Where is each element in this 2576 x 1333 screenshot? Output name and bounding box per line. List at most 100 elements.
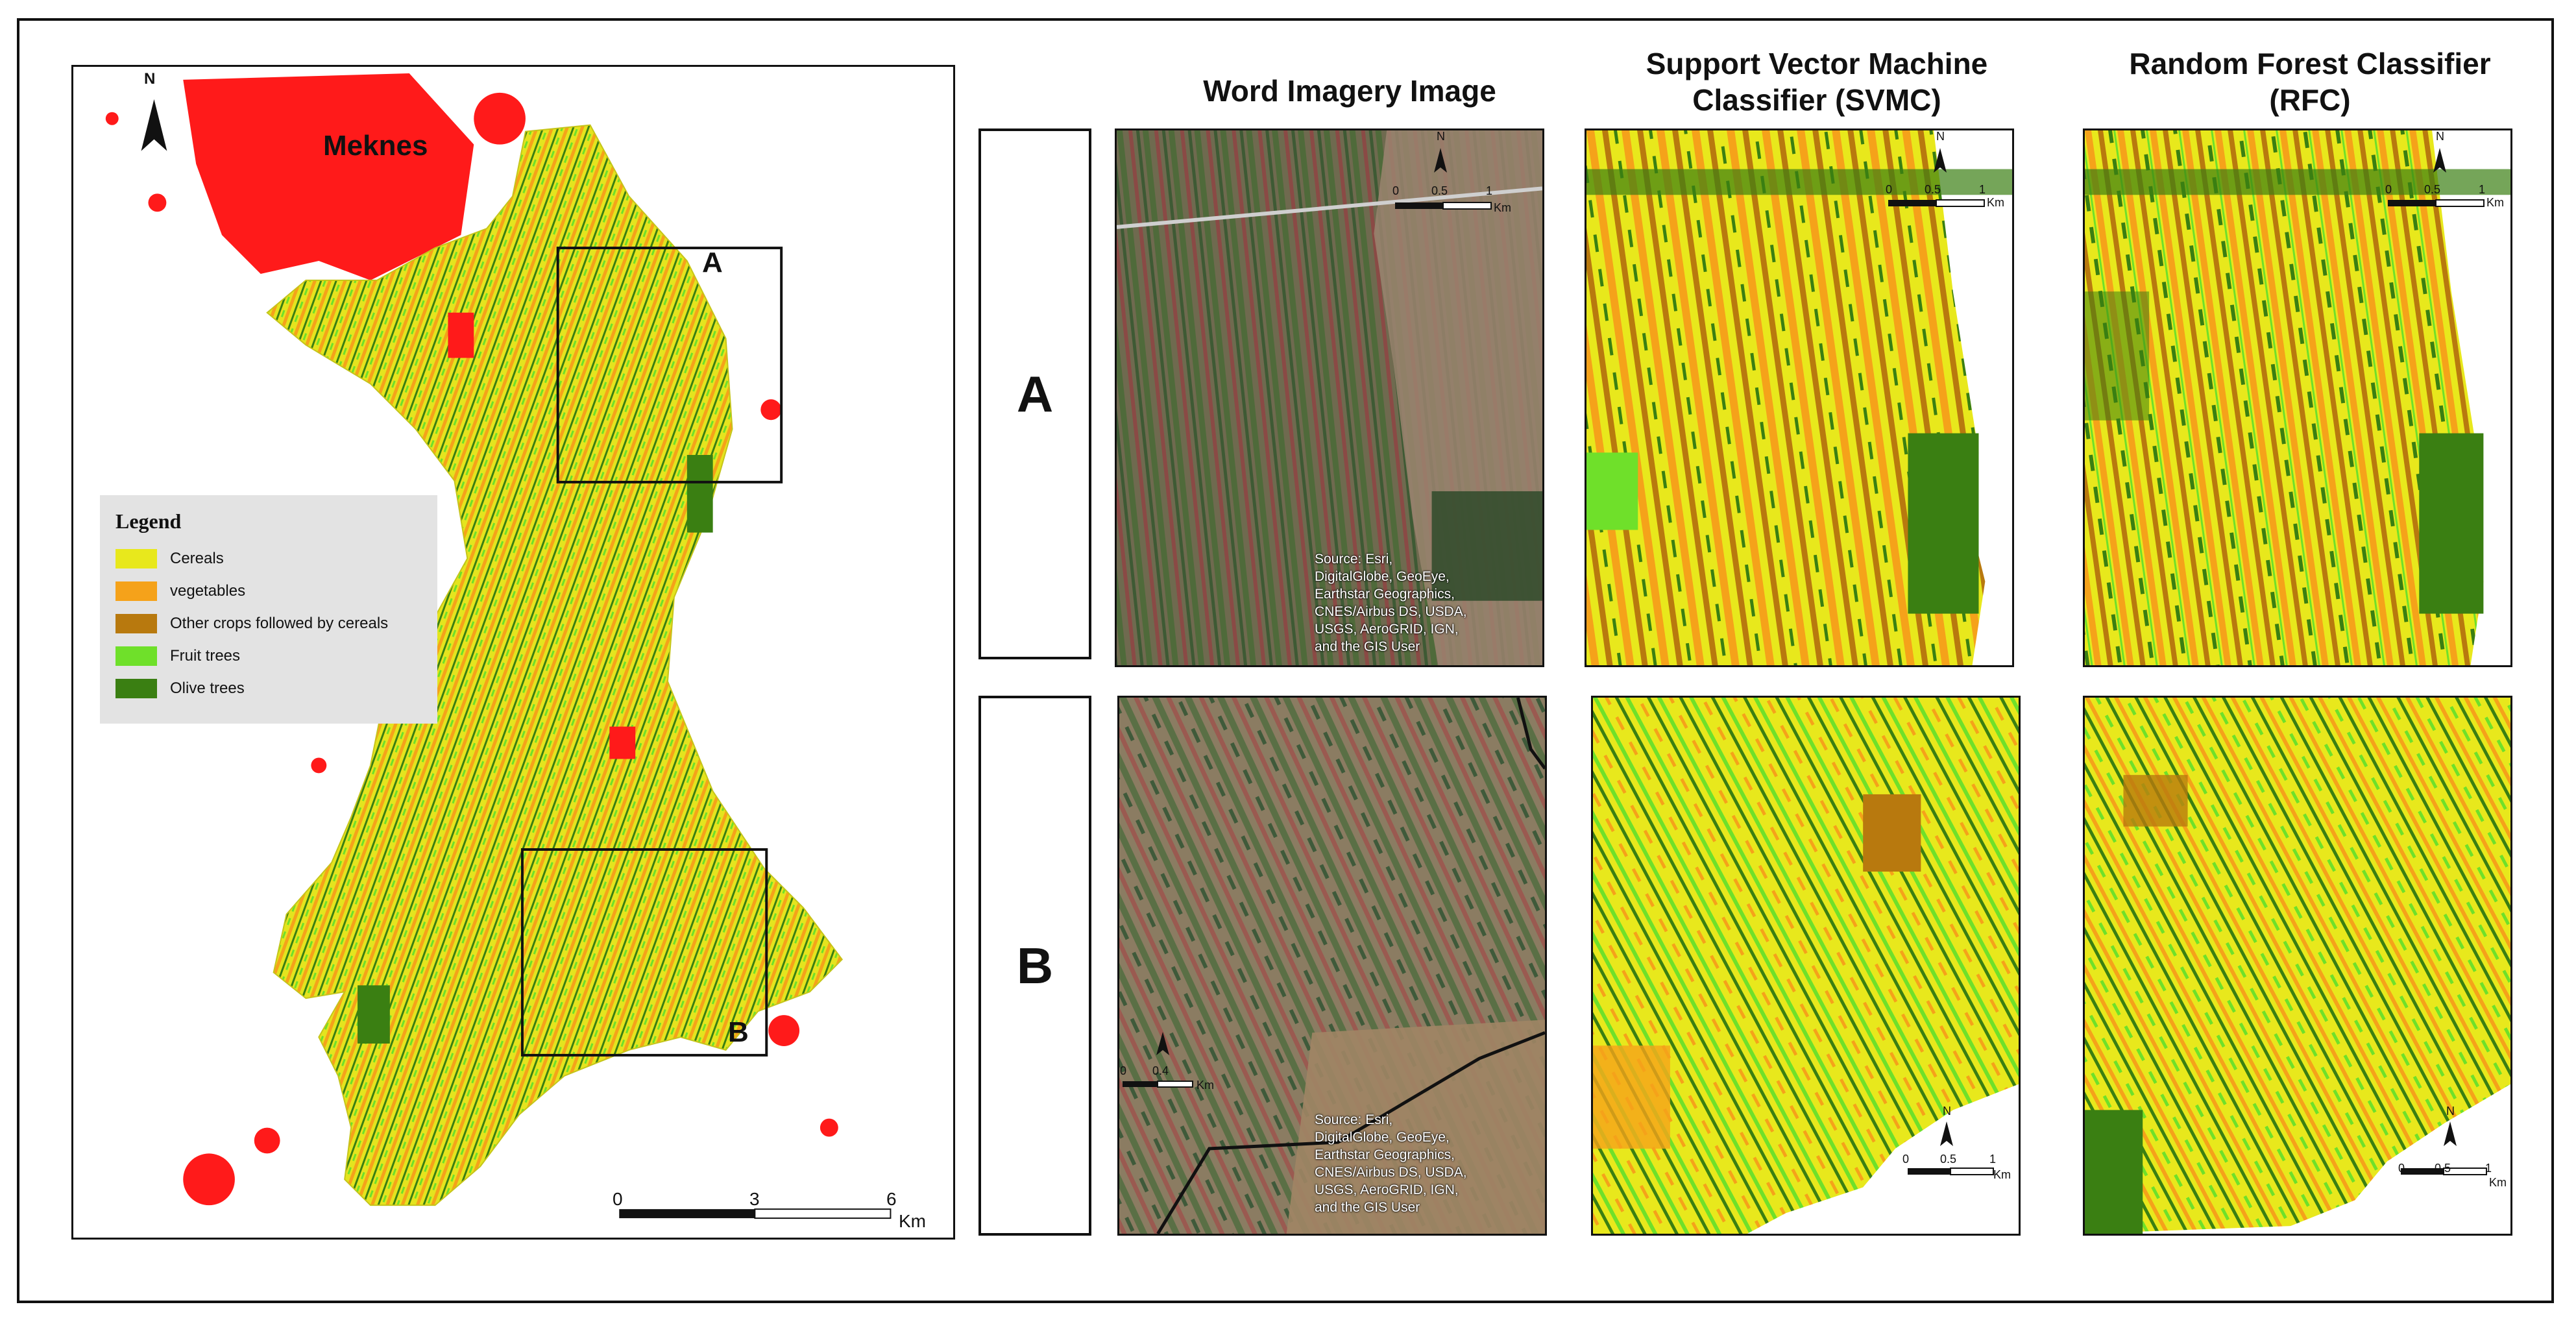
column-header-svmc: Support Vector Machine Classifier (SVMC) [1583, 45, 2050, 118]
box-b [520, 848, 768, 1057]
urban-area [183, 73, 474, 280]
legend-item-olive-trees: Olive trees [115, 672, 422, 705]
svmc-b-tick-0: 0 [1902, 1153, 1910, 1166]
rfc-b-tick-0: 0 [2398, 1162, 2405, 1175]
column-header-svmc-line2: Classifier (SVMC) [1692, 83, 1941, 117]
rfc-a-tick-1: 1 [2479, 183, 2486, 196]
north-arrow-icon [141, 99, 167, 151]
legend-item-label: Fruit trees [170, 647, 241, 665]
svmc-panel-b [1591, 696, 2021, 1236]
legend-swatch [115, 581, 157, 601]
overview-map-svg [105, 73, 892, 1219]
rfc-b-north-label: N [2446, 1105, 2455, 1118]
rfc-a-north-label: N [2436, 130, 2444, 143]
imagery-b-tick-04: 0.4 [1152, 1064, 1169, 1077]
scale-unit: Km [899, 1211, 926, 1231]
legend-title: Legend [115, 509, 182, 533]
legend-swatch [115, 614, 157, 633]
svmc-b-tick-1: 1 [1989, 1153, 1997, 1166]
legend-item-fruit-trees: Fruit trees [115, 640, 422, 672]
rfc-a-tick-0: 0 [2385, 183, 2392, 196]
rfc-b-tick-1: 1 [2485, 1162, 2492, 1175]
legend-swatch [115, 549, 157, 569]
svmc-a-tick-05: 0.5 [1925, 183, 1941, 196]
imagery-b-unit: Km [1197, 1079, 1214, 1092]
column-header-rfc-line2: (RFC) [2269, 83, 2351, 117]
imagery-b-source: Source: Esri, DigitalGlobe, GeoEye, Eart… [1315, 1112, 1467, 1215]
north-arrow-icon [2444, 1121, 2457, 1146]
imagery-b-tick-0: 0 [1120, 1064, 1127, 1077]
legend-item-label: vegetables [170, 582, 246, 600]
legend-item-label: Olive trees [170, 679, 245, 697]
svmc-b-tick-05: 0.5 [1940, 1153, 1957, 1166]
box-a [556, 247, 783, 483]
imagery-a-svg [1117, 130, 1542, 665]
north-arrow-icon [1940, 1121, 1953, 1146]
study-area [266, 124, 844, 1206]
imagery-panel-b [1117, 696, 1547, 1236]
row-label-a: A [978, 128, 1091, 659]
rfc-a-tick-05: 0.5 [2424, 183, 2441, 196]
rfc-a-svg [2085, 130, 2510, 665]
rfc-a-scale [2388, 148, 2485, 207]
imagery-a-tick-1: 1 [1486, 184, 1493, 197]
overview-map [71, 65, 955, 1240]
overview-scale-bar [619, 1209, 755, 1219]
svmc-a-north-label: N [1936, 130, 1945, 143]
column-header-rfc-line1: Random Forest Classifier [2129, 47, 2491, 80]
rfc-a-unit: Km [2486, 196, 2504, 209]
legend-item-cereals: Cereals [115, 543, 422, 575]
rfc-b-svg [2085, 698, 2510, 1234]
legend-item-other-crops: Other crops followed by cereals [115, 607, 422, 640]
row-label-b: B [978, 696, 1091, 1236]
column-header-svmc-line1: Support Vector Machine [1646, 47, 1988, 80]
city-label: Meknes [323, 130, 428, 162]
row-label-a-text: A [1016, 365, 1054, 422]
scale-tick-3: 3 [749, 1189, 760, 1209]
box-b-label: B [728, 1016, 749, 1048]
svmc-b-svg [1593, 698, 2019, 1234]
svmc-a-tick-1: 1 [1979, 183, 1986, 196]
imagery-a-tick-05: 0.5 [1431, 184, 1448, 197]
svmc-b-scale [1908, 1121, 1994, 1175]
north-arrow-icon [1156, 1032, 1169, 1055]
column-header-imagery: Word Imagery Image [1116, 73, 1583, 109]
north-arrow-icon [2433, 148, 2446, 173]
row-label-b-text: B [1016, 936, 1054, 994]
rfc-b-scale [2401, 1121, 2487, 1175]
imagery-b-svg [1119, 698, 1545, 1234]
imagery-a-source: Source: Esri, DigitalGlobe, GeoEye, Eart… [1315, 552, 1467, 654]
imagery-b-scale [1123, 1032, 1193, 1088]
map-legend: Legend Cereals vegetables Other crops fo… [100, 495, 437, 724]
north-arrow-icon [1934, 148, 1947, 173]
figure-frame [17, 18, 2554, 1303]
legend-swatch [115, 646, 157, 666]
column-header-rfc: Random Forest Classifier (RFC) [2076, 45, 2544, 118]
legend-item-label: Cereals [170, 550, 224, 567]
imagery-a-north-label: N [1437, 130, 1445, 143]
north-label: N [144, 70, 156, 88]
svmc-b-north-label: N [1943, 1105, 1951, 1118]
rfc-b-unit: Km [2489, 1176, 2507, 1189]
svmc-a-scale [1888, 148, 1985, 207]
legend-swatch [115, 679, 157, 698]
legend-item-vegetables: vegetables [115, 575, 422, 607]
scale-tick-0: 0 [613, 1189, 623, 1209]
imagery-panel-a [1115, 128, 1544, 667]
rfc-b-tick-05: 0.5 [2435, 1162, 2451, 1175]
imagery-a-unit: Km [1494, 201, 1511, 214]
svmc-b-unit: Km [1993, 1168, 2011, 1181]
scale-tick-6: 6 [886, 1189, 897, 1209]
svmc-panel-a [1585, 128, 2014, 667]
imagery-a-scale [1395, 148, 1492, 210]
rfc-panel-b [2083, 696, 2512, 1236]
svmc-a-unit: Km [1987, 196, 2004, 209]
svmc-a-tick-0: 0 [1886, 183, 1893, 196]
column-header-imagery-text: Word Imagery Image [1203, 74, 1496, 108]
north-arrow-icon [1434, 148, 1447, 173]
imagery-a-tick-0: 0 [1392, 184, 1400, 197]
svmc-a-svg [1586, 130, 2012, 665]
rfc-panel-a [2083, 128, 2512, 667]
box-a-label: A [702, 247, 723, 278]
legend-item-label: Other crops followed by cereals [170, 615, 389, 632]
